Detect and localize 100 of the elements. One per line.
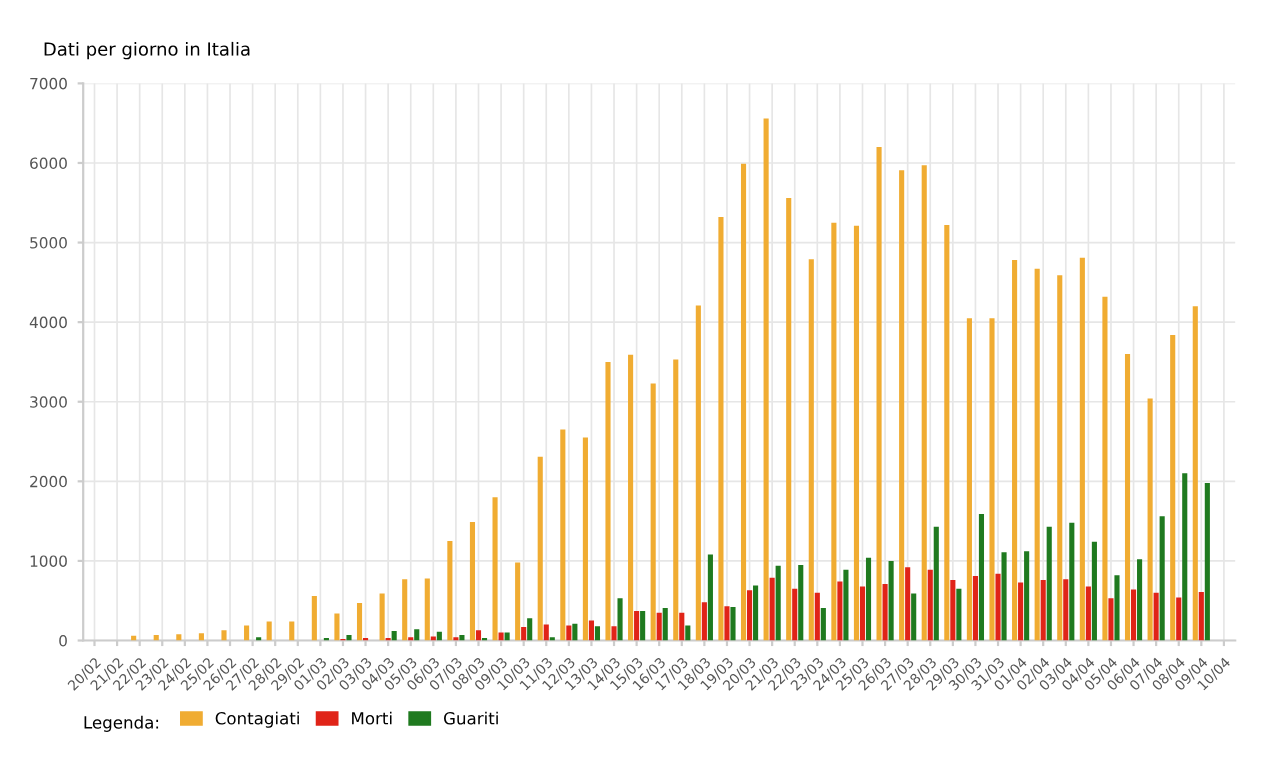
bar (718, 217, 724, 641)
bar (685, 625, 691, 641)
bar (662, 607, 668, 641)
legend-label: Morti (352, 711, 392, 725)
bar (730, 607, 736, 641)
bar (1063, 579, 1069, 641)
bar (1124, 353, 1131, 641)
bar (966, 318, 972, 641)
bar (695, 305, 701, 641)
bar (944, 225, 950, 641)
bar (853, 225, 860, 641)
bar (995, 573, 1001, 641)
bar (402, 579, 408, 641)
bar (792, 588, 798, 641)
bar (673, 359, 679, 641)
bar (414, 629, 420, 641)
bar (198, 633, 204, 641)
bar (746, 590, 753, 641)
bar (843, 569, 849, 641)
bar (1176, 597, 1182, 641)
bar (905, 567, 911, 641)
bar (560, 429, 566, 641)
bar (933, 526, 939, 641)
bar (492, 497, 498, 641)
bar (724, 606, 730, 641)
bar (266, 621, 272, 641)
bar (888, 560, 894, 641)
bar (911, 593, 917, 641)
bar (769, 577, 775, 641)
bar (1079, 257, 1085, 641)
bar (379, 593, 385, 641)
bar (1114, 575, 1120, 641)
bar (1091, 541, 1097, 641)
bar (814, 592, 820, 641)
bar (311, 595, 317, 641)
bar (244, 625, 250, 641)
bar (972, 576, 978, 641)
bar (537, 456, 543, 641)
bar (679, 612, 685, 641)
bar (876, 147, 882, 641)
bar (424, 578, 430, 641)
bar (628, 354, 634, 641)
bar (588, 620, 594, 641)
bar (543, 624, 549, 641)
bar (634, 611, 640, 641)
bar (859, 586, 866, 641)
bar (740, 163, 747, 641)
bar (611, 626, 617, 641)
bar (1147, 398, 1153, 641)
bar (521, 626, 527, 641)
bar (650, 383, 656, 641)
bar (346, 634, 352, 641)
bar (989, 318, 995, 641)
bar (1137, 559, 1143, 641)
bar (475, 630, 482, 641)
bar (594, 626, 601, 641)
bar (447, 541, 453, 641)
bar (527, 618, 533, 641)
bar (831, 222, 837, 641)
bar (1069, 522, 1075, 641)
bar (1170, 334, 1176, 641)
bar (334, 613, 340, 641)
bar (899, 170, 905, 641)
bar (1012, 260, 1018, 641)
bar (469, 521, 476, 641)
bar (786, 197, 792, 641)
bar (1182, 473, 1188, 641)
bar (1040, 580, 1046, 641)
bar (956, 588, 962, 641)
legend-label: Guariti (444, 711, 498, 725)
bar (515, 562, 521, 641)
bar (950, 580, 956, 641)
bar (582, 437, 588, 641)
bar (1130, 589, 1137, 641)
bar (566, 625, 572, 641)
bar (1153, 592, 1159, 641)
chart-title: Dati per giorno in Italia (44, 41, 250, 60)
bar (707, 554, 713, 641)
bar (1001, 552, 1007, 641)
bar (640, 611, 646, 641)
bar (927, 569, 933, 641)
bar (865, 557, 872, 641)
bar (1018, 582, 1024, 641)
bar (391, 630, 397, 641)
bar (775, 565, 781, 641)
bar (820, 607, 826, 641)
bar (1102, 296, 1108, 641)
bar (1198, 591, 1204, 641)
legend-title: Legenda: (84, 715, 159, 732)
bar (656, 612, 662, 641)
bar (176, 634, 182, 641)
bar (1108, 598, 1114, 641)
bar (837, 581, 843, 641)
bar (221, 630, 227, 641)
bar (356, 603, 363, 641)
bar (1192, 306, 1198, 641)
bar (1085, 586, 1091, 641)
bar (882, 584, 888, 641)
bar (763, 118, 769, 641)
legend-label: Contagiati (215, 711, 299, 728)
